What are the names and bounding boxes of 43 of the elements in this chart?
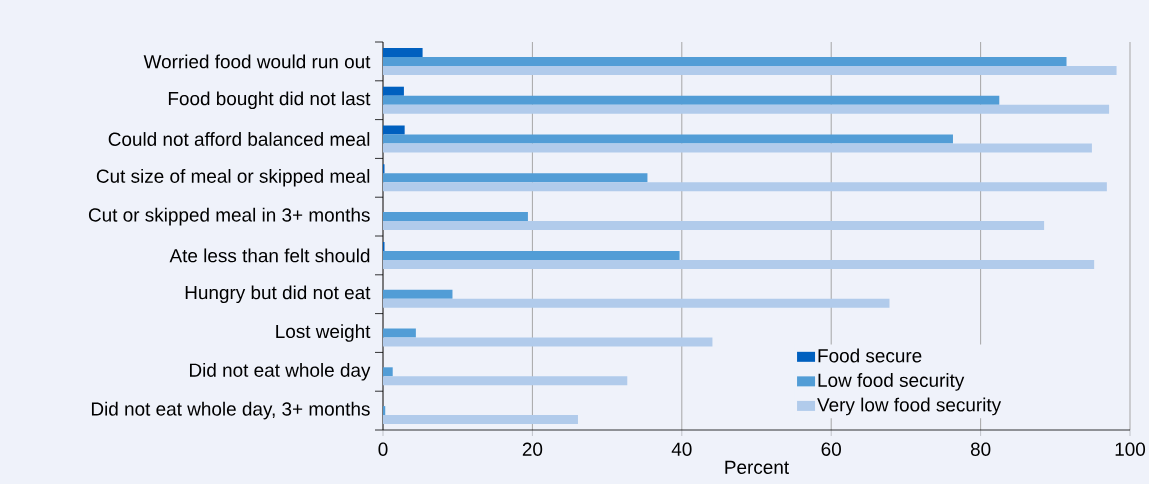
x-tick-label: 0 [378,442,388,456]
bar [383,337,713,347]
x-tick-label: 20 [522,442,543,456]
x-tick-label: 40 [671,442,692,456]
y-tick-label: Worried food would run out [143,54,371,69]
y-tick-label: Lost weight [276,324,371,342]
y-tick-label: Food bought did not last [168,91,371,110]
bar [383,298,890,308]
y-tick-label: Did not eat whole day [189,362,371,381]
y-tick-label: Hungry but did not eat [185,285,371,304]
bar [383,95,1000,105]
legend-label: Low food security [818,373,965,391]
x-tick-label: 60 [821,442,841,456]
bar [383,415,578,425]
y-tick-label: Cut size of meal or skipped meal [96,168,370,187]
bar [383,376,628,386]
y-tick-label: Ate less than felt should [169,248,370,263]
bar [383,47,423,57]
y-tick-label: Cut or skipped meal in 3+ months [88,207,370,226]
bar [383,328,416,338]
bar [383,259,1095,269]
bar [383,406,386,416]
bar [383,212,528,222]
bar [383,65,1117,75]
legend-label: Food secure [818,348,922,363]
bar [383,173,648,183]
bar [383,104,1110,114]
x-axis-title: Percent [725,460,789,474]
bar [383,182,1107,192]
bar [383,134,953,144]
bar [383,250,680,260]
bar [383,86,404,96]
legend-label: Very low food security [817,397,1002,416]
y-tick-label: Did not eat whole day, 3+ months [91,401,370,420]
bar [383,143,1092,153]
y-tick-label: Could not afford balanced meal [108,132,370,146]
x-tick-label: 80 [970,442,991,456]
bar [383,289,453,299]
bar [383,125,405,135]
bar [383,367,393,377]
bar [383,221,1045,231]
x-tick-label: 100 [1115,442,1146,456]
bar [383,56,1067,66]
